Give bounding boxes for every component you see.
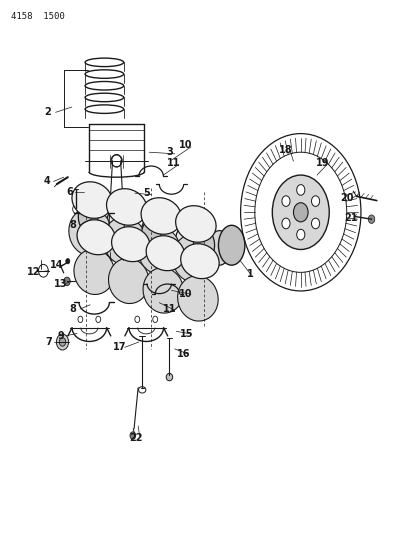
Ellipse shape xyxy=(72,182,113,219)
Text: 11: 11 xyxy=(167,158,180,168)
Text: 12: 12 xyxy=(27,267,41,277)
Text: 8: 8 xyxy=(70,220,77,230)
Ellipse shape xyxy=(181,244,219,279)
Text: 17: 17 xyxy=(113,342,126,352)
Circle shape xyxy=(282,196,290,206)
Text: 2: 2 xyxy=(44,107,51,117)
Text: 22: 22 xyxy=(129,433,142,443)
Circle shape xyxy=(311,196,319,206)
Text: 5: 5 xyxy=(144,188,151,198)
Text: 4: 4 xyxy=(44,176,51,187)
Text: 11: 11 xyxy=(163,304,176,314)
Circle shape xyxy=(59,338,66,346)
Text: 8: 8 xyxy=(70,304,77,314)
Ellipse shape xyxy=(173,235,215,282)
Ellipse shape xyxy=(77,220,115,255)
Text: 13: 13 xyxy=(54,279,68,288)
Ellipse shape xyxy=(177,276,218,321)
Ellipse shape xyxy=(193,229,215,261)
Ellipse shape xyxy=(218,225,245,265)
Ellipse shape xyxy=(106,208,127,240)
Text: 9: 9 xyxy=(58,330,64,341)
Ellipse shape xyxy=(103,217,146,265)
Ellipse shape xyxy=(78,203,98,232)
Circle shape xyxy=(311,218,319,229)
Circle shape xyxy=(66,259,70,264)
Ellipse shape xyxy=(146,236,184,271)
Ellipse shape xyxy=(106,189,147,225)
Text: 18: 18 xyxy=(279,144,293,155)
Text: 21: 21 xyxy=(344,213,358,223)
Circle shape xyxy=(293,203,308,222)
Circle shape xyxy=(130,432,136,439)
Text: 10: 10 xyxy=(179,140,193,150)
Text: 1: 1 xyxy=(247,270,254,279)
Text: 3: 3 xyxy=(166,147,173,157)
Text: 15: 15 xyxy=(180,329,194,339)
Ellipse shape xyxy=(109,258,149,303)
Ellipse shape xyxy=(77,200,99,235)
Circle shape xyxy=(282,218,290,229)
Text: 19: 19 xyxy=(316,158,330,168)
Circle shape xyxy=(272,175,329,249)
Text: 14: 14 xyxy=(50,261,64,270)
Text: 20: 20 xyxy=(340,193,354,204)
Circle shape xyxy=(64,277,70,286)
Ellipse shape xyxy=(138,227,181,274)
Ellipse shape xyxy=(141,198,182,235)
Ellipse shape xyxy=(175,225,196,257)
Text: 10: 10 xyxy=(179,289,193,299)
Ellipse shape xyxy=(69,208,111,256)
Circle shape xyxy=(368,215,375,223)
Ellipse shape xyxy=(142,220,161,249)
Ellipse shape xyxy=(175,206,216,242)
Text: 16: 16 xyxy=(177,349,191,359)
Ellipse shape xyxy=(141,217,161,249)
Text: 4158  1500: 4158 1500 xyxy=(11,12,64,21)
Circle shape xyxy=(297,184,305,195)
Ellipse shape xyxy=(208,231,231,265)
Circle shape xyxy=(297,229,305,240)
Text: 7: 7 xyxy=(45,337,52,347)
Ellipse shape xyxy=(112,227,150,262)
Ellipse shape xyxy=(74,249,115,295)
Text: 6: 6 xyxy=(67,187,73,197)
Ellipse shape xyxy=(143,268,184,313)
Circle shape xyxy=(56,334,69,350)
Ellipse shape xyxy=(166,373,173,381)
